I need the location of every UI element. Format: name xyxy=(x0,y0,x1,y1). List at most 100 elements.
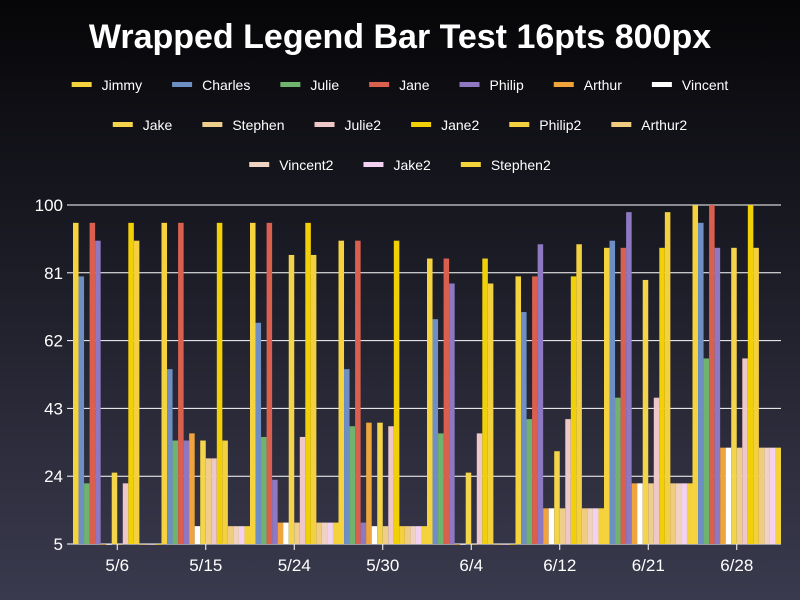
y-tick-label-4: 81 xyxy=(44,264,63,283)
legend-swatch-9 xyxy=(314,122,335,127)
bar-jane-7 xyxy=(709,205,715,544)
x-tick-label-4: 6/4 xyxy=(459,556,483,575)
legend-swatch-12 xyxy=(611,122,632,127)
bar-vincent-2 xyxy=(283,522,289,544)
x-tick-label-0: 5/6 xyxy=(105,556,129,575)
legend-label-4: Philip xyxy=(490,77,524,93)
bar-vincent2-0 xyxy=(144,544,151,545)
bar-julie2-5 xyxy=(565,419,571,544)
bar-charles-0 xyxy=(78,276,85,544)
bar-arthur-3 xyxy=(366,422,372,544)
legend-label-0: Jimmy xyxy=(102,77,142,93)
bar-jake2-5 xyxy=(592,508,599,544)
bar-arthur2-5 xyxy=(581,508,588,544)
bar-arthur-4 xyxy=(454,544,461,545)
bar-julie-5 xyxy=(526,419,533,544)
bar-jake2-2 xyxy=(327,522,333,544)
bar-philip-5 xyxy=(537,244,544,544)
legend-swatch-11 xyxy=(509,122,530,127)
legend-label-13: Vincent2 xyxy=(279,157,333,173)
legend-label-7: Jake xyxy=(143,117,173,133)
bar-jake-6 xyxy=(642,279,649,544)
bar-philip2-0 xyxy=(133,240,140,544)
bar-julie-6 xyxy=(615,397,621,544)
legend-label-3: Jane xyxy=(399,77,430,93)
bar-arthur2-3 xyxy=(404,526,411,544)
bar-jimmy-5 xyxy=(515,276,522,544)
bar-philip-7 xyxy=(714,247,721,545)
bar-arthur-6 xyxy=(631,483,638,544)
bar-stephen2-2 xyxy=(332,522,339,544)
bar-vincent-0 xyxy=(106,544,112,545)
bar-stephen2-0 xyxy=(155,544,162,545)
bar-charles-5 xyxy=(521,312,527,544)
bar-julie-4 xyxy=(438,433,444,544)
legend-label-15: Stephen2 xyxy=(491,157,551,173)
bar-arthur2-2 xyxy=(316,522,322,544)
legend-label-10: Jane2 xyxy=(441,117,479,133)
bar-stephen-0 xyxy=(117,544,123,545)
legend-swatch-0 xyxy=(71,82,92,87)
x-tick-label-7: 6/28 xyxy=(720,556,753,575)
bar-julie-7 xyxy=(703,358,710,544)
bar-charles-7 xyxy=(698,222,704,544)
bar-jane2-2 xyxy=(305,222,311,544)
x-tick-label-1: 5/15 xyxy=(189,556,222,575)
legend-swatch-7 xyxy=(112,122,133,127)
bar-arthur-1 xyxy=(189,433,195,544)
bar-vincent-7 xyxy=(725,447,732,544)
bar-vincent2-3 xyxy=(410,526,416,544)
legend-swatch-1 xyxy=(172,82,193,87)
bar-julie-3 xyxy=(349,426,356,544)
bar-stephen2-4 xyxy=(509,544,516,545)
bar-jane-1 xyxy=(178,222,184,544)
bar-philip-4 xyxy=(449,283,455,544)
bar-jane2-6 xyxy=(659,247,665,545)
bar-jimmy-2 xyxy=(250,222,256,544)
bar-julie2-6 xyxy=(653,397,660,544)
bar-stephen-4 xyxy=(471,544,477,545)
bar-stephen-7 xyxy=(736,447,743,544)
bar-charles-6 xyxy=(609,240,616,544)
bar-jake-5 xyxy=(554,451,560,544)
bars xyxy=(73,205,781,545)
bar-vincent-3 xyxy=(371,526,378,544)
bar-jake-0 xyxy=(111,472,118,544)
bar-stephen-1 xyxy=(205,458,212,544)
y-tick-label-5: 100 xyxy=(35,196,63,215)
bar-stephen2-1 xyxy=(244,526,250,544)
bar-arthur-0 xyxy=(100,544,107,545)
x-tick-label-5: 6/12 xyxy=(543,556,576,575)
x-tick-label-3: 5/30 xyxy=(366,556,399,575)
bar-jane2-5 xyxy=(570,276,577,544)
bar-jane-3 xyxy=(355,240,361,544)
legend-swatch-8 xyxy=(202,122,223,127)
bar-jimmy-4 xyxy=(427,258,433,544)
bar-philip2-4 xyxy=(487,283,494,544)
bar-julie2-3 xyxy=(388,426,394,544)
bar-jimmy-0 xyxy=(73,222,79,544)
bar-julie-2 xyxy=(261,436,267,544)
bar-philip-0 xyxy=(95,240,101,544)
bar-jimmy-7 xyxy=(692,205,699,544)
bar-vincent2-1 xyxy=(233,526,239,544)
bar-arthur-5 xyxy=(543,508,549,544)
bar-julie2-0 xyxy=(122,483,129,544)
x-tick-label-2: 5/24 xyxy=(278,556,311,575)
legend-swatch-5 xyxy=(553,82,574,87)
bar-julie2-2 xyxy=(299,436,306,544)
bar-jane2-7 xyxy=(747,205,754,544)
bar-jake2-4 xyxy=(504,544,510,545)
bar-stephen2-3 xyxy=(421,526,427,544)
bar-vincent2-6 xyxy=(675,483,682,544)
bar-arthur2-1 xyxy=(227,526,234,544)
legend-label-1: Charles xyxy=(202,77,250,93)
bar-vincent-6 xyxy=(637,483,643,544)
bar-philip-6 xyxy=(626,212,632,544)
bar-arthur2-7 xyxy=(758,447,765,544)
bar-jane2-1 xyxy=(216,222,223,544)
bar-jane2-3 xyxy=(393,240,400,544)
bar-philip2-1 xyxy=(222,440,228,544)
y-axis-ticks: 5 24 43 62 81 100 xyxy=(35,196,73,554)
